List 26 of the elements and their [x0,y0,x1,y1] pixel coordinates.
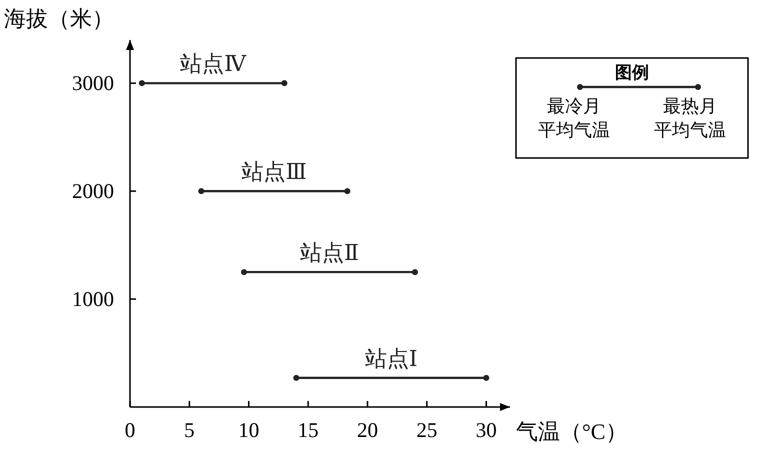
point [412,269,418,276]
point [344,188,350,194]
x-tick-label: 5 [184,418,195,442]
series-label: 站点Ⅱ [300,240,359,266]
y-tick-label: 3000 [72,71,114,96]
point [138,80,145,86]
x-tick-label: 30 [476,418,497,442]
point [281,80,288,86]
point [293,374,300,381]
x-tick-label: 15 [298,418,319,442]
y-tick-label: 2000 [72,179,114,204]
y-axis-title: 海拔（米） [4,6,114,31]
point [483,374,490,381]
series-label: 站点Ⅳ [180,51,248,76]
key-box: 图例 最冷月平均气温 最热月平均气温 [515,57,749,159]
x-axis-title: 气温（°C） [516,419,628,444]
x-tick-label: 10 [238,418,260,442]
series-label: 站点Ⅰ [364,346,418,371]
legend-title: 图例 [615,63,649,82]
x-tick-label: 20 [357,418,378,442]
y-tick-label: 1000 [72,287,114,312]
x-tick-label: 0 [124,418,136,442]
x-tick-label: 25 [416,418,438,442]
series-label: 站点Ⅲ [242,159,307,184]
point [198,188,204,194]
point [241,269,247,276]
